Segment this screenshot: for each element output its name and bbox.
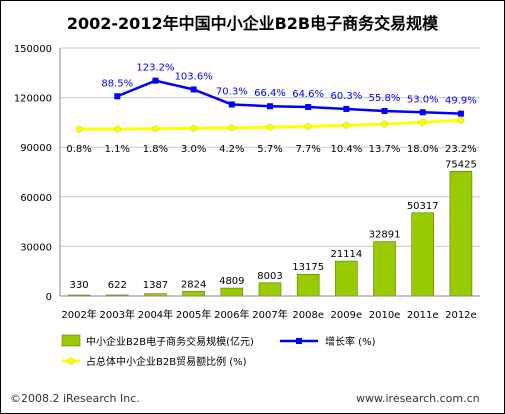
x-tick-label: 2011e <box>407 310 439 321</box>
x-tick-label: 2002年 <box>61 308 96 321</box>
share-value-label: 23.2% <box>445 144 477 155</box>
growth-point <box>419 109 426 116</box>
share-point <box>75 125 83 133</box>
chart-title: 2002-2012年中国中小企业B2B电子商务交易规模 <box>66 14 439 33</box>
bar-value-label: 21114 <box>330 249 362 260</box>
share-point <box>304 122 312 130</box>
legend-share-marker <box>67 357 75 365</box>
share-value-label: 7.7% <box>295 144 320 155</box>
x-tick-label: 2003年 <box>100 308 135 321</box>
bar <box>411 212 435 297</box>
bar <box>335 260 358 297</box>
bar <box>182 291 205 297</box>
share-value-label: 5.7% <box>257 144 282 155</box>
x-tick-label: 2008e <box>292 310 324 321</box>
x-tick-label: 2010e <box>369 310 401 321</box>
share-value-label: 4.2% <box>219 144 244 155</box>
growth-point <box>305 104 312 111</box>
growth-value-label: 60.3% <box>330 91 362 102</box>
share-value-label: 13.7% <box>369 144 401 155</box>
bar-value-label: 1387 <box>143 280 168 291</box>
bar-value-label: 622 <box>108 280 127 291</box>
growth-point <box>457 110 464 117</box>
growth-point <box>190 86 197 93</box>
bar-value-label: 50317 <box>407 201 439 212</box>
share-value-label: 18.0% <box>407 144 439 155</box>
growth-point <box>114 93 121 100</box>
x-tick-label: 2009e <box>331 310 363 321</box>
growth-value-label: 53.0% <box>407 94 439 105</box>
bar-value-label: 8003 <box>257 271 282 282</box>
x-tick-label: 2006年 <box>214 308 249 321</box>
y-tick-label: 60000 <box>20 193 52 204</box>
bar-value-label: 75425 <box>445 159 477 170</box>
share-value-label: 1.8% <box>143 144 168 155</box>
growth-line <box>116 79 461 115</box>
bar-value-label: 2824 <box>181 279 206 290</box>
copyright-text: ©2008.2 iResearch Inc. <box>10 392 140 405</box>
bar-value-label: 32891 <box>369 230 401 241</box>
share-point <box>152 125 159 133</box>
share-point <box>113 125 121 133</box>
share-value-label: 10.4% <box>330 144 362 155</box>
share-point <box>190 124 198 132</box>
share-point <box>228 124 236 132</box>
bar <box>258 282 282 297</box>
growth-value-label: 88.5% <box>101 78 133 89</box>
growth-point <box>267 103 273 110</box>
bar-value-label: 330 <box>70 280 89 291</box>
growth-point <box>343 105 350 112</box>
share-point <box>342 121 350 129</box>
share-value-label: 3.0% <box>181 144 206 155</box>
website-text: www.iresearch.com.cn <box>356 392 480 405</box>
share-value-label: 0.8% <box>66 144 91 155</box>
growth-point <box>228 101 235 108</box>
growth-value-label: 64.6% <box>292 89 324 100</box>
growth-value-label: 70.3% <box>216 86 248 97</box>
share-point <box>457 116 465 124</box>
legend-bar-label: 中小企业B2B电子商务交易规模(亿元) <box>86 335 254 348</box>
growth-point <box>152 77 159 84</box>
growth-value-label: 49.9% <box>445 96 477 107</box>
bar <box>220 287 244 297</box>
x-tick-label: 2005年 <box>176 308 211 321</box>
growth-value-label: 103.6% <box>175 71 213 82</box>
y-tick-label: 90000 <box>20 143 52 154</box>
bar <box>449 170 473 297</box>
share-value-label: 1.1% <box>105 144 130 155</box>
share-point <box>381 120 388 128</box>
y-tick-label: 30000 <box>20 242 52 253</box>
growth-value-label: 123.2% <box>136 63 174 74</box>
bar <box>373 241 396 297</box>
growth-value-label: 55.8% <box>369 93 401 104</box>
y-tick-label: 0 <box>46 292 52 303</box>
legend-growth-marker <box>296 338 302 344</box>
share-point <box>419 118 427 126</box>
y-tick-label: 150000 <box>14 44 52 55</box>
legend-share-label: 占总体中小企业B2B贸易额比例 (%) <box>86 355 247 368</box>
x-tick-label: 2012e <box>445 310 477 321</box>
bar-value-label: 13175 <box>292 262 324 273</box>
growth-value-label: 66.4% <box>254 88 286 99</box>
x-tick-label: 2004年 <box>138 308 173 321</box>
share-point <box>266 123 274 131</box>
x-tick-label: 2007年 <box>252 308 287 321</box>
growth-point <box>381 107 388 114</box>
legend-growth-label: 增长率 (%) <box>325 335 376 348</box>
y-tick-label: 120000 <box>14 94 52 105</box>
legend-bar-swatch <box>61 334 81 347</box>
bar-value-label: 4809 <box>219 276 244 287</box>
bar <box>296 273 320 297</box>
